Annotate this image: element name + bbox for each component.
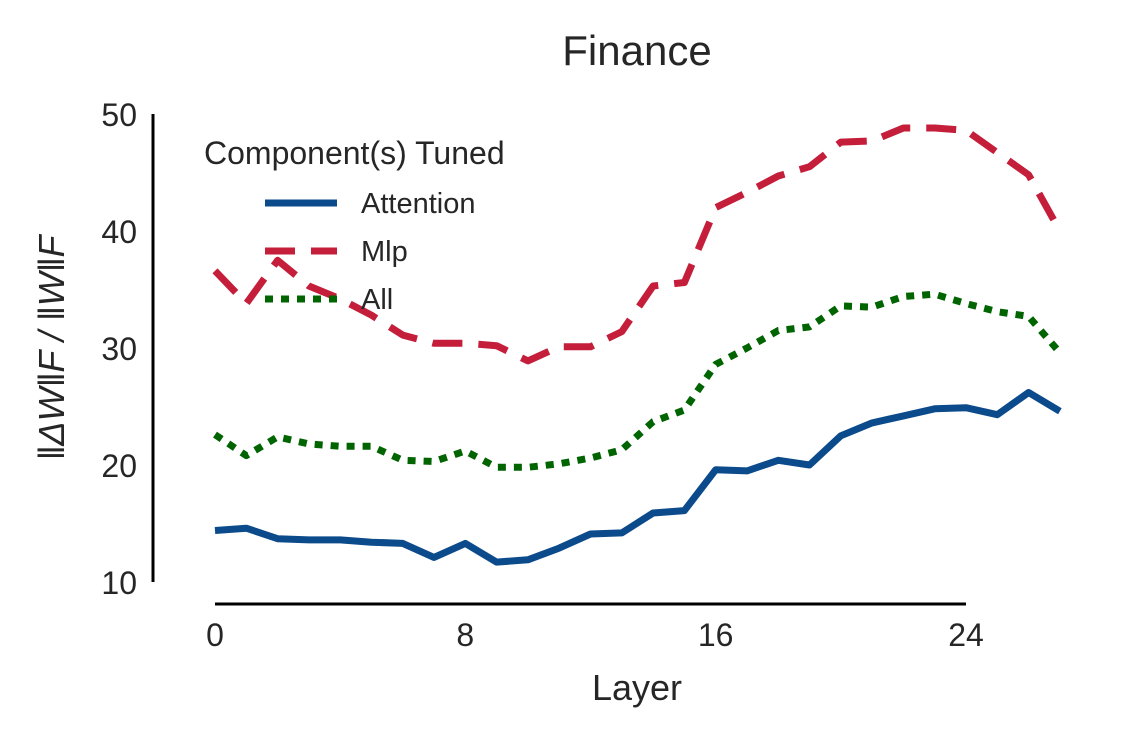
legend: Component(s) Tuned Attention Mlp All <box>204 135 505 316</box>
legend-label-attention: Attention <box>361 188 475 220</box>
x-tick-labels: 0 8 16 24 <box>206 617 984 653</box>
y-tick-label: 10 <box>101 565 137 601</box>
x-tick-label: 0 <box>206 617 224 653</box>
series-line-attention <box>214 389 1062 566</box>
x-tick-label: 8 <box>456 617 474 653</box>
legend-label-all: All <box>361 284 393 316</box>
x-tick-label: 16 <box>698 617 734 653</box>
legend-title: Component(s) Tuned <box>204 135 505 171</box>
chart-title: Finance <box>562 27 711 74</box>
legend-label-mlp: Mlp <box>361 236 408 268</box>
y-axis-label: ‖ΔW‖F / ‖W‖F <box>31 234 72 461</box>
x-axis-label: Layer <box>592 667 682 708</box>
series-lines <box>212 124 1063 566</box>
y-tick-labels: 10 20 30 40 50 <box>101 97 137 601</box>
y-tick-label: 40 <box>101 214 137 250</box>
y-tick-label: 20 <box>101 448 137 484</box>
x-tick-label: 24 <box>948 617 984 653</box>
legend-items: Attention Mlp All <box>265 188 475 316</box>
plot-area <box>212 124 1063 566</box>
y-tick-label: 30 <box>101 331 137 367</box>
series-line-mlp <box>212 124 1063 365</box>
series-line-all <box>213 290 1063 471</box>
y-tick-label: 50 <box>101 97 137 133</box>
